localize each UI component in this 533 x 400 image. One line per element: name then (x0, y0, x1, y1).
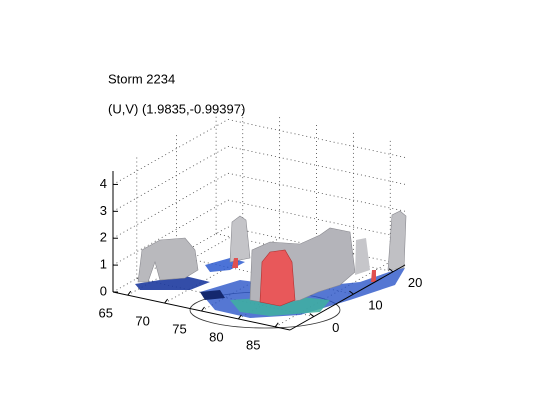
chart-subtitle: (U,V) (1.9835,-0.99397) (108, 101, 245, 116)
z-tick-label: 4 (100, 176, 107, 191)
red-surface (371, 270, 376, 282)
x-tick-label: 75 (172, 321, 186, 336)
x-tick (164, 298, 169, 304)
z-tick-label: 2 (100, 230, 107, 245)
x-tick (201, 306, 205, 312)
x-tick (237, 314, 242, 320)
surface (135, 210, 407, 329)
y-tick-label: 0 (332, 320, 339, 335)
y-tick-label: 20 (408, 275, 422, 290)
x-tick-label: 65 (99, 306, 113, 321)
y-tick (309, 313, 315, 317)
y-tick (388, 268, 394, 273)
gray-surface (137, 237, 199, 283)
gray-surface (387, 210, 407, 271)
x-tick (127, 290, 132, 296)
grid (112, 109, 406, 328)
x-tick-label: 85 (246, 337, 260, 352)
z-tick-label: 1 (100, 257, 107, 272)
chart-title: Storm 2234 (108, 71, 175, 86)
y-tick (349, 290, 354, 295)
y-axis (289, 264, 406, 331)
x-tick-label: 80 (209, 329, 223, 344)
z-tick-label: 0 (100, 283, 107, 298)
gray-surface (229, 215, 251, 263)
red-surface (232, 258, 238, 268)
gray-surface (355, 238, 370, 275)
x-tick (274, 322, 279, 328)
x-tick-label: 70 (135, 314, 149, 329)
z-tick-label: 3 (100, 203, 107, 218)
red-surface (259, 249, 296, 307)
floor-patch (200, 290, 225, 300)
y-tick-label: 10 (368, 298, 382, 313)
floor-patch (135, 276, 210, 290)
